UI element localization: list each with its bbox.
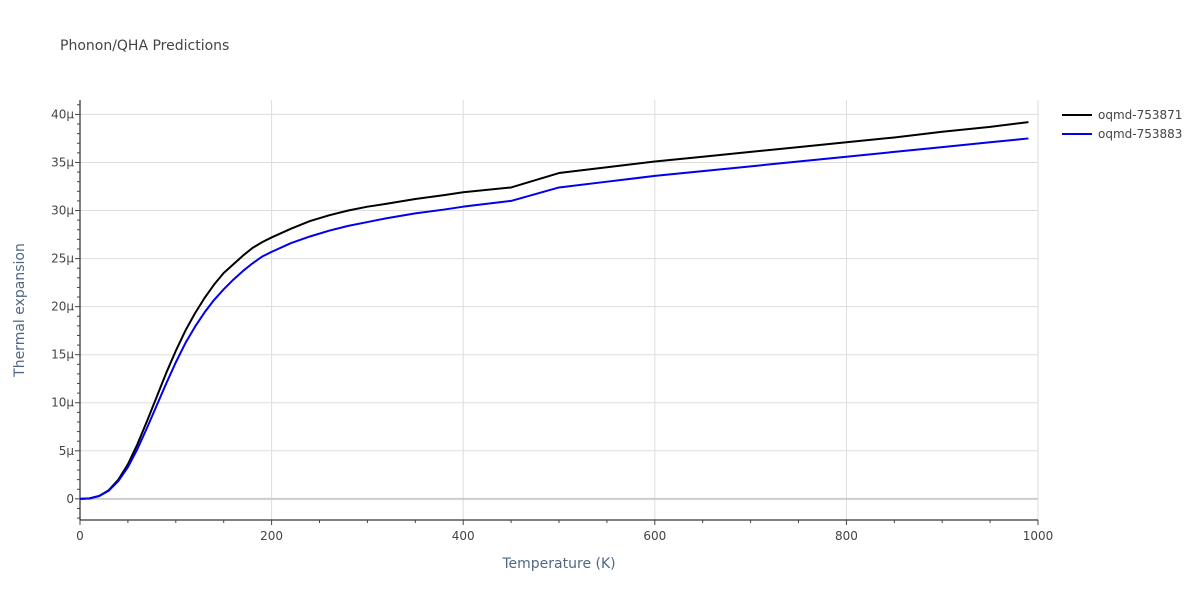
series-line-2 [79, 137, 1029, 500]
x-tick-label: 800 [835, 529, 858, 543]
y-tick-label: 35μ [51, 155, 74, 169]
x-tick-label: 600 [643, 529, 666, 543]
legend-item-1[interactable]: oqmd-753871 [1062, 108, 1182, 122]
x-axis-title: Temperature (K) [501, 556, 615, 572]
y-tick-label: 25μ [51, 252, 74, 266]
x-tick-label: 1000 [1023, 529, 1054, 543]
y-tick-label: 40μ [51, 107, 74, 121]
y-tick-label: 0 [66, 492, 74, 506]
chart-title: Phonon/QHA Predictions [60, 38, 229, 54]
series-lines [79, 121, 1029, 500]
legend-item-2[interactable]: oqmd-753883 [1062, 127, 1182, 141]
y-tick-label: 5μ [59, 444, 75, 458]
y-tick-label: 20μ [51, 300, 74, 314]
legend-label: oqmd-753871 [1098, 108, 1182, 122]
x-tick-label: 200 [260, 529, 283, 543]
x-tick-label: 0 [76, 529, 84, 543]
x-tick-label: 400 [452, 529, 475, 543]
legend-label: oqmd-753883 [1098, 127, 1182, 141]
legend[interactable]: oqmd-753871 oqmd-753883 [1062, 108, 1182, 141]
grid-lines [80, 100, 1039, 520]
y-tick-label: 30μ [51, 204, 74, 218]
y-axis-title: Thermal expansion [12, 243, 28, 378]
y-tick-label: 15μ [51, 348, 74, 362]
axes [75, 100, 1039, 525]
series-line-1 [79, 121, 1029, 500]
tick-labels: 0 200 400 600 800 1000 0 5μ 10μ 15μ 20μ 25μ 30μ 35μ 40… [51, 107, 1053, 543]
y-tick-label: 10μ [51, 396, 74, 410]
